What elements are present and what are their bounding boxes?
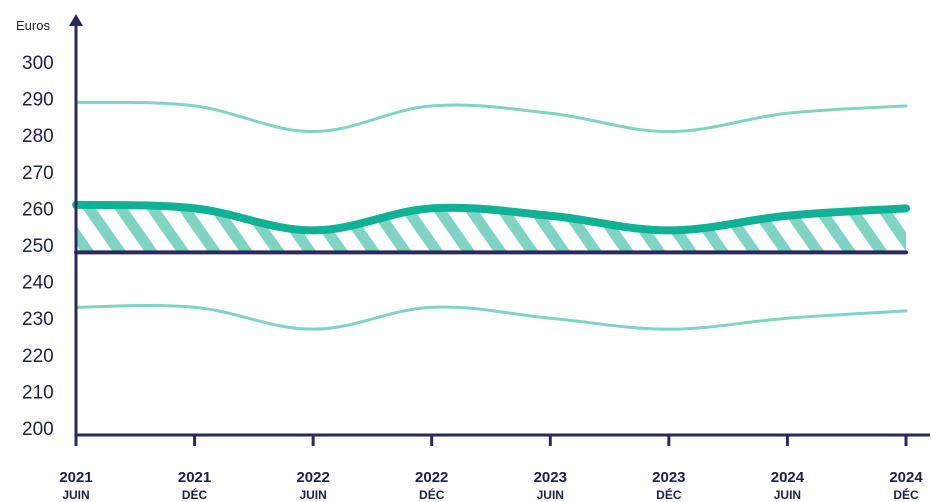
x-tick-period-label: DÉC <box>182 487 208 502</box>
y-tick-label: 230 <box>22 309 54 330</box>
x-tick-year-label: 2024 <box>889 469 923 486</box>
x-tick-period-label: DÉC <box>893 487 919 502</box>
x-tick-period-label: JUIN <box>774 488 801 502</box>
hatched-area-layer <box>76 204 906 253</box>
y-axis-label: Euros <box>16 18 50 33</box>
x-tick-year-label: 2024 <box>771 469 805 486</box>
y-tick-label: 270 <box>22 163 54 184</box>
y-tick-label: 300 <box>22 53 54 74</box>
x-tick-year-label: 2022 <box>415 469 448 486</box>
y-tick-label: 240 <box>22 273 54 294</box>
x-tick-period-label: JUIN <box>62 488 89 502</box>
y-tick-label: 200 <box>22 419 54 440</box>
x-tick-year-label: 2023 <box>652 469 685 486</box>
series-line-main <box>72 200 910 235</box>
x-tick-year-label: 2021 <box>178 469 211 486</box>
series-line-upper <box>74 100 908 134</box>
x-tick-labels: 2021JUIN2021DÉC2022JUIN2022DÉC2023JUIN20… <box>59 469 923 502</box>
y-tick-label: 260 <box>22 199 54 220</box>
x-tick-period-label: DÉC <box>656 487 682 502</box>
y-tick-labels: 200 210 220 230 240 250 260 270 280 290 300 <box>22 53 54 440</box>
x-tick-period-label: DÉC <box>419 487 445 502</box>
x-tick-year-label: 2021 <box>59 469 92 486</box>
axes-layer <box>69 14 930 446</box>
x-tick-period-label: JUIN <box>299 488 326 502</box>
y-tick-label: 220 <box>22 346 54 367</box>
y-tick-label: 250 <box>22 236 54 257</box>
y-axis-arrow <box>69 14 83 26</box>
x-tick-year-label: 2023 <box>534 469 567 486</box>
series-lines-layer <box>72 100 910 331</box>
y-tick-label: 280 <box>22 126 54 147</box>
x-tick-year-label: 2022 <box>296 469 329 486</box>
x-tick-period-label: JUIN <box>537 488 564 502</box>
series-line-lower <box>74 303 908 331</box>
hatched-area <box>76 204 906 253</box>
y-tick-label: 210 <box>22 382 54 403</box>
y-tick-label: 290 <box>22 90 54 111</box>
